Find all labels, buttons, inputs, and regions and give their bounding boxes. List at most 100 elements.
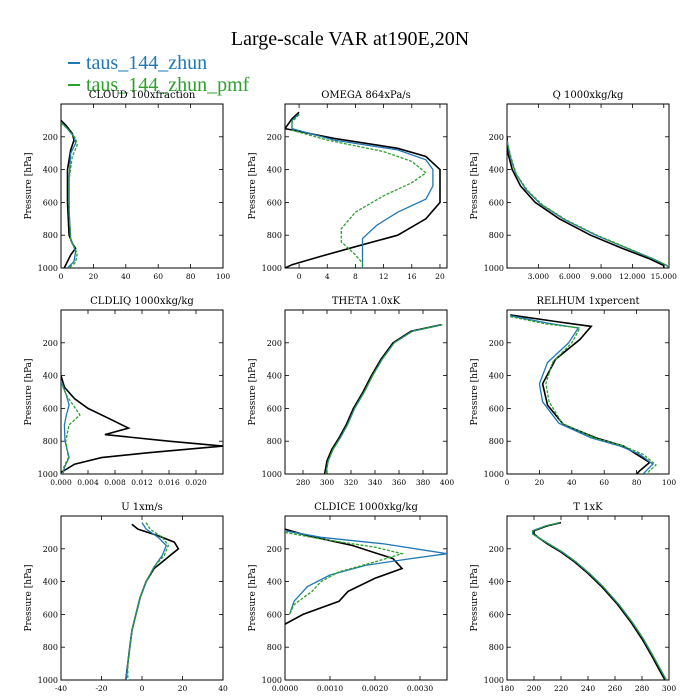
legend: taus_144_zhun taus_144_zhun_pmf: [68, 52, 249, 96]
x-tick-label: 60: [153, 272, 163, 281]
y-tick-label: 200: [267, 339, 282, 348]
y-tick-label: 600: [489, 198, 504, 207]
y-axis-label: Pressure [hPa]: [470, 564, 480, 631]
x-tick-label: 400: [440, 478, 455, 487]
x-tick-label: 0.0020: [362, 684, 388, 693]
panel-frame: [506, 309, 670, 475]
x-tick-label: 180: [500, 684, 515, 693]
y-tick-label: 400: [267, 372, 282, 381]
series-line: [507, 136, 665, 268]
y-tick-label: 1000: [484, 676, 504, 685]
series-line: [325, 324, 443, 474]
y-axis-label: Pressure [hPa]: [248, 358, 258, 425]
x-tick-label: 360: [392, 478, 407, 487]
panel-frame: [284, 103, 448, 269]
chart-panel: Q 1000xkg/kg Pressure [hPa] 200 400 600 800 10…: [470, 90, 677, 281]
x-tick-label: 16: [407, 272, 417, 281]
panel-frame: [506, 515, 670, 681]
x-tick-label: 0: [297, 272, 302, 281]
x-tick-label: 220: [554, 684, 569, 693]
y-tick-label: 1000: [262, 264, 282, 273]
y-tick-label: 1000: [262, 470, 282, 479]
series-line: [285, 531, 405, 615]
y-tick-label: 400: [43, 578, 58, 587]
y-tick-label: 800: [489, 437, 504, 446]
x-tick-label: 280: [635, 684, 650, 693]
x-tick-label: 100: [662, 478, 677, 487]
series-line: [291, 113, 434, 268]
legend-swatch-line: [68, 84, 80, 86]
y-tick-label: 200: [43, 545, 58, 554]
y-tick-label: 800: [43, 231, 58, 240]
x-tick-label: 0: [59, 272, 64, 281]
x-tick-label: 0.004: [77, 478, 99, 487]
series-line: [507, 139, 669, 268]
y-axis-label: Pressure [hPa]: [248, 564, 258, 631]
y-tick-label: 600: [267, 610, 282, 619]
x-tick-label: 100: [216, 272, 231, 281]
y-tick-label: 1000: [484, 470, 504, 479]
y-tick-label: 1000: [262, 676, 282, 685]
series-line: [285, 111, 441, 268]
y-tick-label: 600: [43, 610, 58, 619]
x-tick-label: 6.000: [559, 272, 581, 281]
y-axis-label: Pressure [hPa]: [24, 564, 34, 631]
x-tick-label: 4: [325, 272, 330, 281]
series-line: [61, 122, 78, 268]
x-tick-label: 8: [353, 272, 358, 281]
x-tick-label: 200: [527, 684, 542, 693]
x-tick-label: 0.012: [131, 478, 153, 487]
x-tick-label: 0: [140, 684, 145, 693]
panel-frame: [284, 515, 448, 681]
y-tick-label: 600: [489, 404, 504, 413]
y-tick-label: 400: [267, 166, 282, 175]
series-line: [125, 523, 180, 680]
panel-frame: [60, 309, 224, 475]
x-tick-label: -20: [95, 684, 107, 693]
x-tick-label: 0.008: [104, 478, 126, 487]
x-tick-label: 20: [89, 272, 99, 281]
legend-label: taus_144_zhun_pmf: [86, 73, 250, 96]
series-line: [125, 522, 168, 680]
panel-frame: [60, 515, 224, 681]
figure-title: Large-scale VAR at190E,20N: [230, 28, 470, 50]
y-tick-label: 400: [489, 372, 504, 381]
x-tick-label: 240: [581, 684, 596, 693]
x-tick-label: 12: [379, 272, 389, 281]
y-tick-label: 400: [43, 372, 58, 381]
x-tick-label: 40: [218, 684, 228, 693]
panel-title: U 1xm/s: [121, 502, 163, 513]
panel-title: T 1xK: [573, 502, 603, 513]
x-tick-label: -40: [55, 684, 67, 693]
series-line: [507, 141, 669, 268]
x-tick-label: 260: [608, 684, 623, 693]
y-tick-label: 600: [489, 610, 504, 619]
chart-panel: CLDLIQ 1000xkg/kg Pressure [hPa] 200 400 600…: [24, 296, 224, 487]
panel-title: CLOUD 100xfraction: [89, 90, 196, 101]
series-line: [323, 324, 442, 474]
y-tick-label: 400: [267, 578, 282, 587]
y-tick-label: 200: [489, 545, 504, 554]
x-tick-label: 0: [505, 478, 510, 487]
series-line: [533, 521, 666, 680]
x-tick-label: 0.020: [185, 478, 207, 487]
y-tick-label: 200: [267, 133, 282, 142]
x-tick-label: 40: [121, 272, 131, 281]
y-tick-label: 200: [43, 339, 58, 348]
y-tick-label: 800: [43, 643, 58, 652]
x-tick-label: 0.000: [50, 478, 72, 487]
x-tick-label: 340: [368, 478, 383, 487]
x-tick-label: 300: [662, 684, 677, 693]
panel-title: OMEGA 864xPa/s: [321, 90, 411, 101]
x-tick-label: 300: [320, 478, 335, 487]
y-axis-label: Pressure [hPa]: [24, 152, 34, 219]
y-tick-label: 200: [489, 339, 504, 348]
panel-title: THETA 1.0xK: [332, 296, 401, 307]
y-axis-label: Pressure [hPa]: [24, 358, 34, 425]
series-line: [285, 530, 447, 615]
